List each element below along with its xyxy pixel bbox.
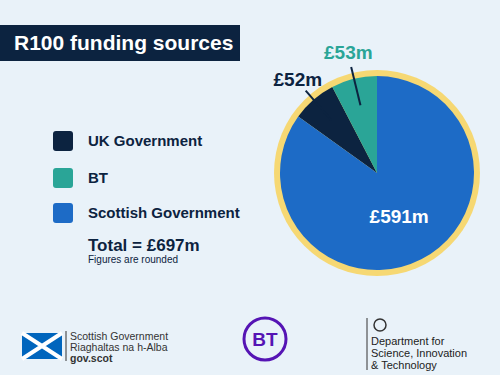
- legend-swatch: [53, 131, 73, 151]
- saltire-cross: [22, 333, 62, 359]
- data-labels: £52m£53m £591m: [274, 42, 429, 227]
- saltire-flag: [22, 333, 62, 359]
- background: [0, 0, 500, 375]
- logo-text: Science, Innovation: [371, 347, 467, 359]
- legend-swatch: [53, 168, 73, 188]
- leader-line: [306, 91, 332, 121]
- plot-area: [280, 76, 474, 270]
- bt-ring: [244, 318, 286, 360]
- pie-ring: [274, 70, 480, 276]
- logo-text: BT: [252, 329, 278, 350]
- total-note: Total = £697m: [88, 236, 200, 255]
- crest: [374, 319, 386, 331]
- slices: [280, 76, 474, 270]
- logo-text: gov.scot: [70, 352, 113, 364]
- legend-label: BT: [88, 169, 108, 186]
- legend: UK Government BT Scottish Government: [53, 131, 240, 223]
- chart-root: R100 funding sources UK Government BT Scott…: [0, 0, 500, 375]
- logo-bt: BT: [244, 318, 286, 360]
- leader-line: [351, 67, 360, 105]
- logo-divider: [367, 318, 368, 370]
- data-label: £53m: [324, 42, 373, 63]
- pie-slice: [280, 76, 474, 270]
- legend-label: Scottish Government: [88, 204, 240, 221]
- legend-label: UK Government: [88, 132, 202, 149]
- data-label: £52m: [274, 68, 323, 89]
- title: R100 funding sources: [14, 31, 233, 54]
- title-box: [0, 25, 240, 61]
- logo-divider: [66, 331, 67, 361]
- logo-text: Department for: [371, 335, 445, 347]
- logo-text: & Technology: [371, 359, 437, 371]
- legend-swatch: [53, 203, 73, 223]
- logo-dsit: Department forScience, Innovation& Techn…: [367, 318, 467, 371]
- logo-scottish-government: Scottish GovernmentRiaghaltas na h-Albag…: [22, 330, 168, 364]
- data-label: £591m: [370, 206, 429, 227]
- rounding-note: Figures are rounded: [88, 254, 178, 265]
